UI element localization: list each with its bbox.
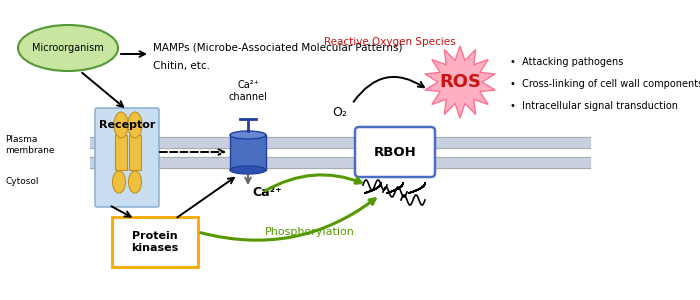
Ellipse shape bbox=[230, 166, 266, 174]
Ellipse shape bbox=[129, 171, 141, 193]
Text: Microorganism: Microorganism bbox=[32, 43, 104, 53]
Text: Protein
kinases: Protein kinases bbox=[132, 231, 178, 253]
Text: Chitin, etc.: Chitin, etc. bbox=[153, 61, 210, 71]
Ellipse shape bbox=[114, 112, 128, 138]
FancyBboxPatch shape bbox=[112, 217, 198, 267]
Text: ROS: ROS bbox=[439, 73, 481, 91]
Ellipse shape bbox=[113, 171, 125, 193]
Text: Ca²⁺: Ca²⁺ bbox=[252, 187, 281, 200]
Text: Phosphorylation: Phosphorylation bbox=[265, 227, 355, 237]
Bar bbox=[129, 135, 141, 170]
Text: Ca²⁺
channel: Ca²⁺ channel bbox=[229, 80, 267, 102]
Bar bbox=[230, 135, 266, 170]
Ellipse shape bbox=[230, 131, 266, 139]
Text: Receptor: Receptor bbox=[99, 120, 155, 130]
Bar bbox=[115, 135, 127, 170]
Text: O₂: O₂ bbox=[332, 106, 347, 118]
Polygon shape bbox=[425, 46, 495, 118]
Text: •  Cross-linking of cell wall components: • Cross-linking of cell wall components bbox=[510, 79, 700, 89]
Text: MAMPs (Microbe-Associated Molecular Patterns): MAMPs (Microbe-Associated Molecular Patt… bbox=[153, 43, 402, 53]
Ellipse shape bbox=[128, 112, 142, 138]
Text: •  Intracellular signal transduction: • Intracellular signal transduction bbox=[510, 101, 678, 111]
FancyBboxPatch shape bbox=[355, 127, 435, 177]
Text: Plasma
membrane: Plasma membrane bbox=[5, 135, 55, 155]
FancyBboxPatch shape bbox=[95, 108, 159, 207]
Text: Cytosol: Cytosol bbox=[5, 178, 38, 187]
Text: •  Attacking pathogens: • Attacking pathogens bbox=[510, 57, 624, 67]
Text: Reactive Oxygen Species: Reactive Oxygen Species bbox=[324, 37, 456, 47]
Text: RBOH: RBOH bbox=[374, 146, 416, 158]
Ellipse shape bbox=[18, 25, 118, 71]
